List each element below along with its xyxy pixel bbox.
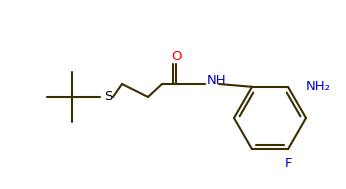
Text: S: S: [104, 91, 112, 104]
Text: F: F: [284, 157, 292, 170]
Text: NH: NH: [207, 74, 227, 87]
Text: O: O: [171, 50, 181, 64]
Text: NH₂: NH₂: [306, 80, 331, 93]
